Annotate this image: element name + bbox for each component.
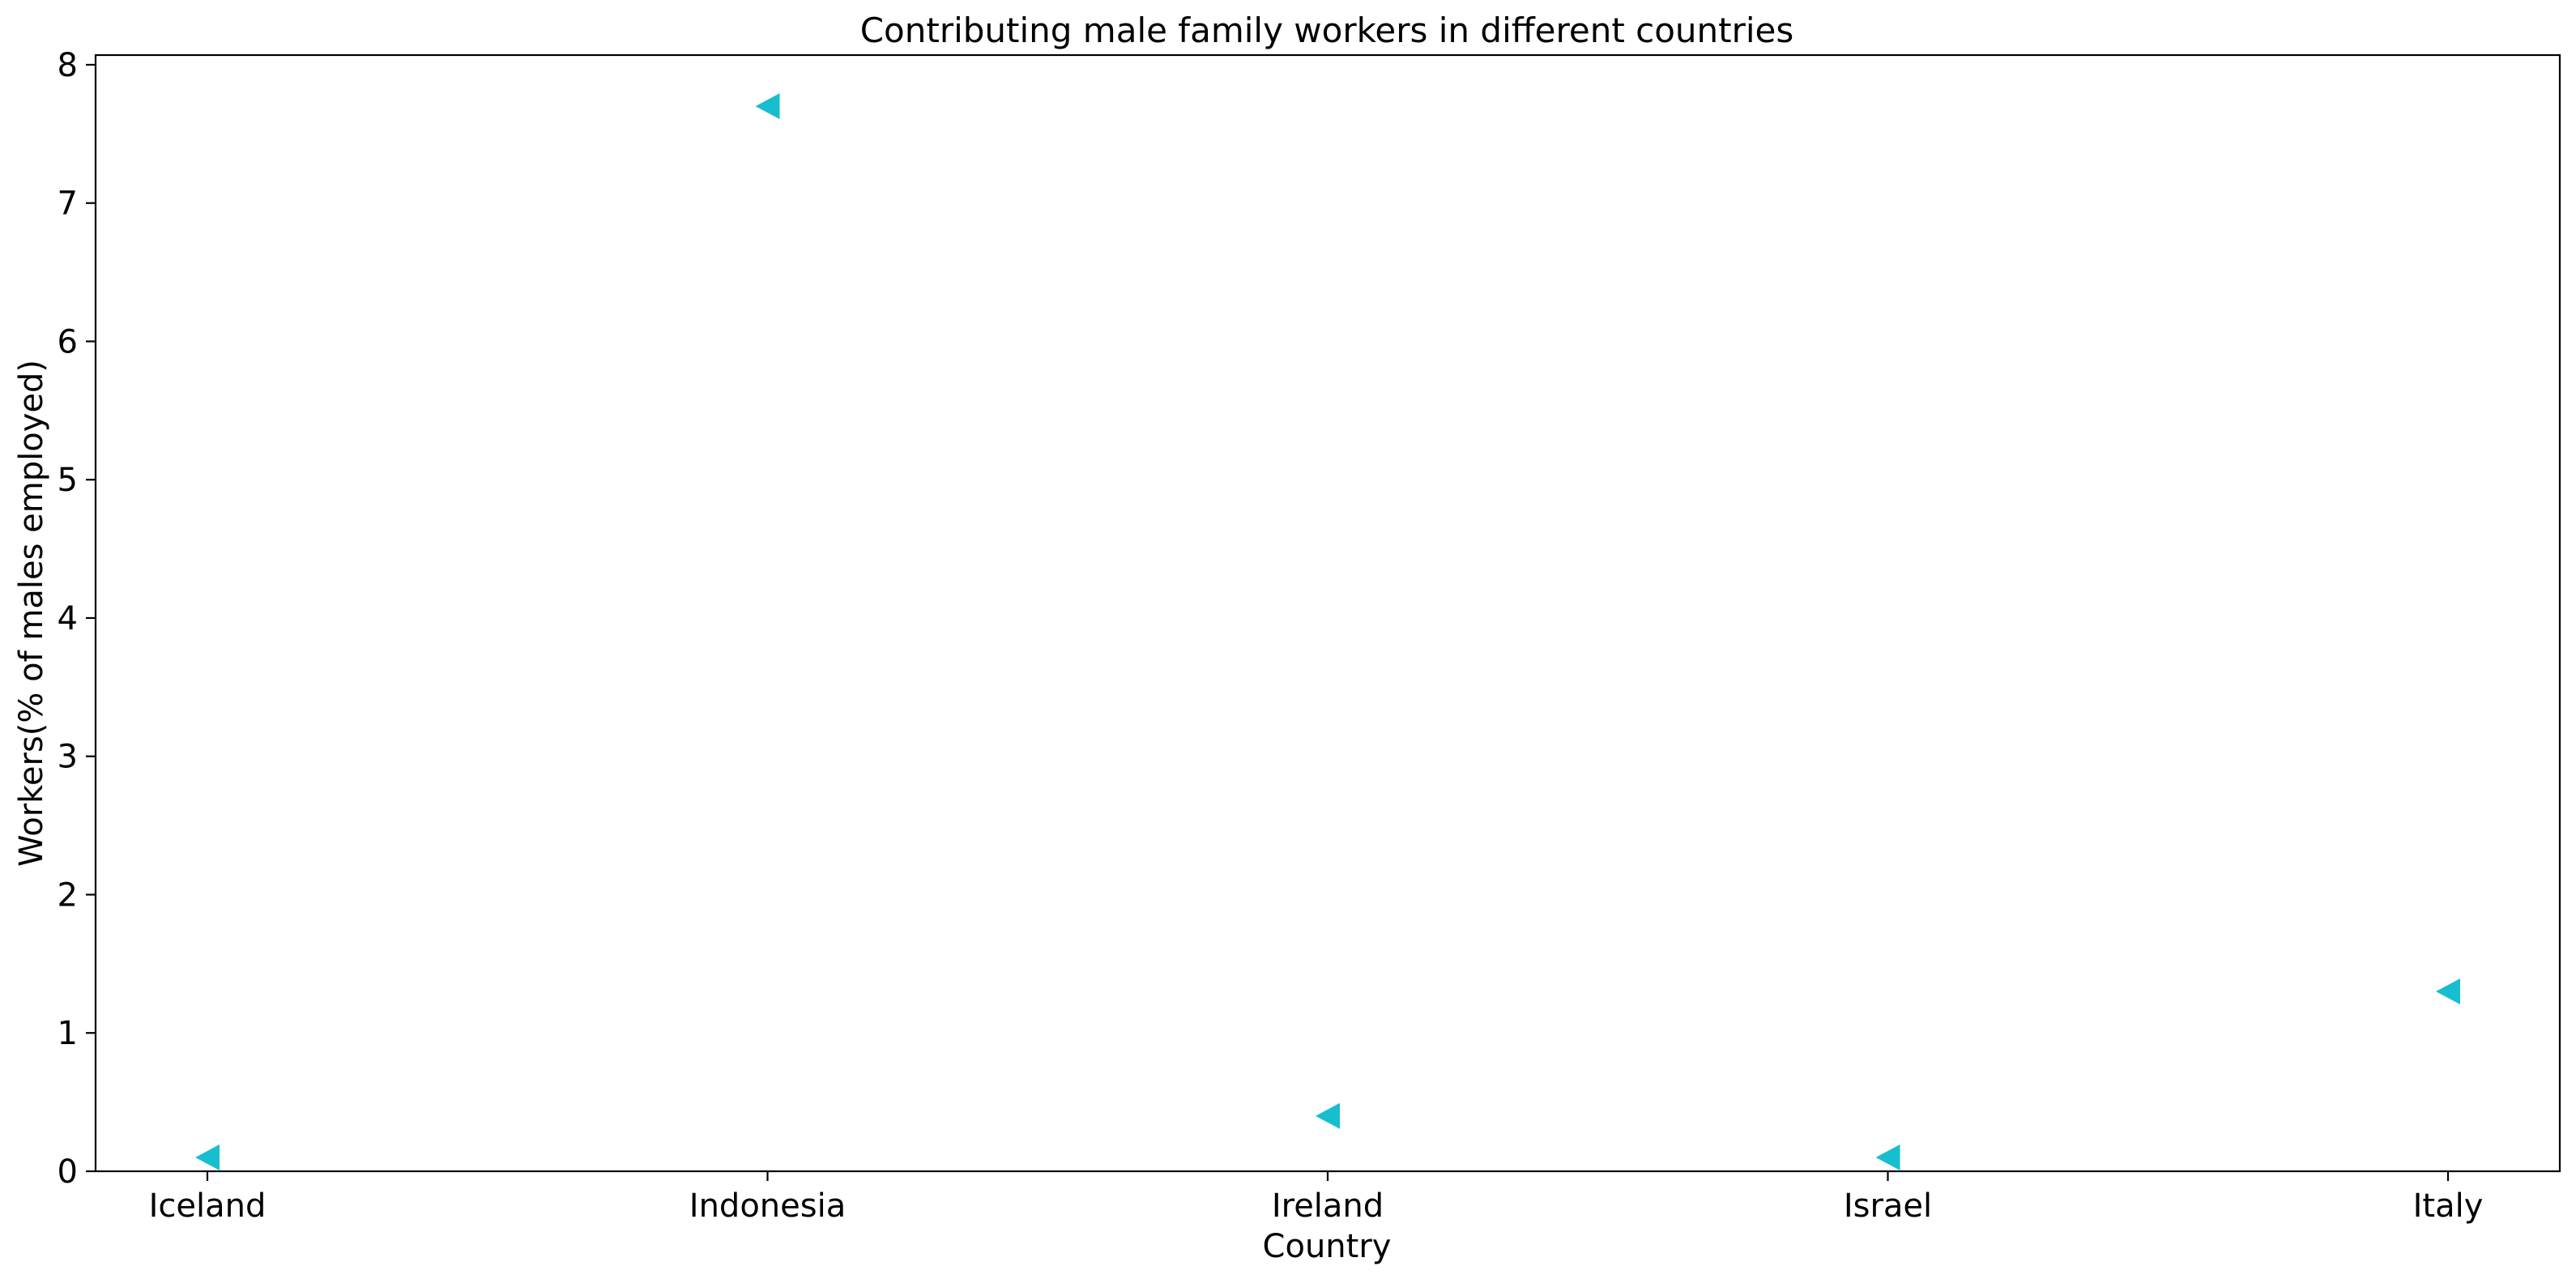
x-tick-label: Italy [2413, 1187, 2484, 1225]
y-tick-label: 8 [58, 47, 78, 84]
y-tick-label: 2 [58, 876, 78, 914]
y-tick-label: 5 [58, 462, 78, 499]
y-tick-label: 1 [58, 1015, 78, 1052]
data-point [1875, 1144, 1900, 1170]
x-tick-label: Iceland [149, 1187, 267, 1225]
data-point [755, 93, 780, 120]
y-tick-label: 0 [58, 1153, 78, 1191]
y-axis-title: Workers(% of males employed) [13, 360, 50, 867]
data-points [195, 93, 2460, 1170]
x-axis-title: Country [1263, 1228, 1392, 1265]
y-axis: 0 1 2 3 4 5 6 7 8 [58, 47, 96, 1191]
data-point [2436, 978, 2460, 1005]
y-tick-label: 6 [58, 323, 78, 360]
data-point [1316, 1102, 1340, 1129]
x-tick-label: Indonesia [689, 1187, 846, 1225]
y-tick-label: 4 [58, 600, 78, 637]
y-tick-label: 7 [58, 185, 78, 223]
data-point [195, 1144, 220, 1170]
x-tick-label: Israel [1844, 1187, 1932, 1225]
x-tick-label: Ireland [1272, 1187, 1384, 1225]
x-axis: Iceland Indonesia Ireland Israel Italy [149, 1171, 2484, 1225]
plot-area [94, 53, 2561, 1173]
chart-title: Contributing male family workers in diff… [860, 11, 1794, 50]
y-tick-label: 3 [58, 739, 78, 776]
